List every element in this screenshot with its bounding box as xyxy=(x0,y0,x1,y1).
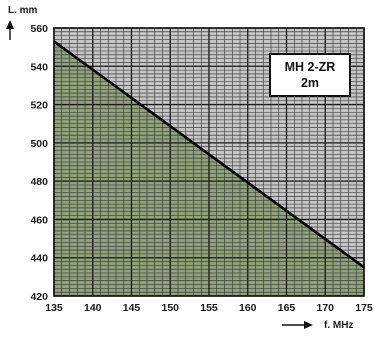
y-tick-label: 440 xyxy=(30,253,48,265)
x-tick-label: 175 xyxy=(355,302,373,314)
annotation-line-2: 2m xyxy=(301,76,319,90)
plot-frame xyxy=(53,27,365,297)
x-tick-label: 140 xyxy=(84,302,102,314)
axes: L. mm f. MHz xyxy=(6,5,353,331)
x-tick-label: 150 xyxy=(161,302,179,314)
x-tick-label: 135 xyxy=(45,302,63,314)
x-tick-label: 160 xyxy=(239,302,257,314)
y-tick-label: 460 xyxy=(30,214,48,226)
x-tick-label: 155 xyxy=(200,302,218,314)
y-tick-label: 480 xyxy=(30,176,48,188)
annotation-box xyxy=(269,53,351,97)
x-tick-label: 145 xyxy=(123,302,141,314)
y-axis-arrow-icon xyxy=(6,20,14,40)
x-tick-label: 165 xyxy=(278,302,296,314)
y-tick-label: 520 xyxy=(30,100,48,112)
y-axis-label: L. mm xyxy=(8,5,38,16)
x-axis-label: f. MHz xyxy=(324,320,353,331)
x-axis-arrow-icon xyxy=(282,321,313,329)
y-tick-label: 560 xyxy=(30,23,48,35)
y-tick-label: 500 xyxy=(30,138,48,150)
series-line xyxy=(53,40,365,269)
y-tick-label: 540 xyxy=(30,61,48,73)
x-tick-label: 170 xyxy=(316,302,334,314)
chart-annotation: MH 2-ZR 2m xyxy=(269,53,351,97)
y-tick-label: 420 xyxy=(30,291,48,303)
annotation-line-1: MH 2-ZR xyxy=(285,60,336,74)
